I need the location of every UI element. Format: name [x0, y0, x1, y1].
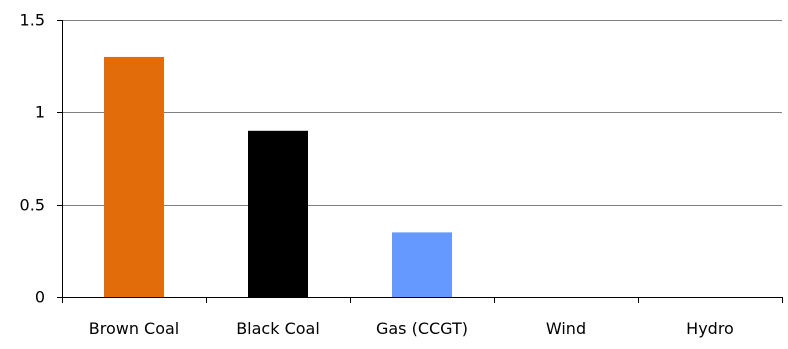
- bar-brown-coal: [104, 56, 164, 297]
- gridlines: [62, 20, 782, 206]
- y-tick-label-3: 1.5: [20, 11, 45, 30]
- y-tick-label-0: 0: [35, 288, 45, 307]
- bars: [104, 56, 452, 297]
- axes: [57, 20, 783, 303]
- x-tick-label-4: Hydro: [686, 319, 734, 338]
- x-tick-labels: Brown Coal Black Coal Gas (CCGT) Wind Hydro: [89, 319, 734, 338]
- y-tick-label-2: 1: [35, 103, 45, 122]
- x-tick-label-2: Gas (CCGT): [376, 319, 468, 338]
- bar-black-coal: [248, 130, 308, 297]
- bar-gas-ccgt: [392, 232, 452, 297]
- y-tick-labels: 0 0.5 1 1.5: [20, 11, 45, 307]
- x-tick-label-3: Wind: [546, 319, 586, 338]
- x-tick-label-1: Black Coal: [236, 319, 320, 338]
- y-tick-label-1: 0.5: [20, 196, 45, 215]
- x-tick-label-0: Brown Coal: [89, 319, 180, 338]
